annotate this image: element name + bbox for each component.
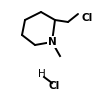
Text: Cl: Cl [82, 13, 93, 23]
Text: H: H [38, 69, 46, 79]
Text: N: N [48, 37, 56, 47]
Text: Cl: Cl [48, 81, 60, 91]
